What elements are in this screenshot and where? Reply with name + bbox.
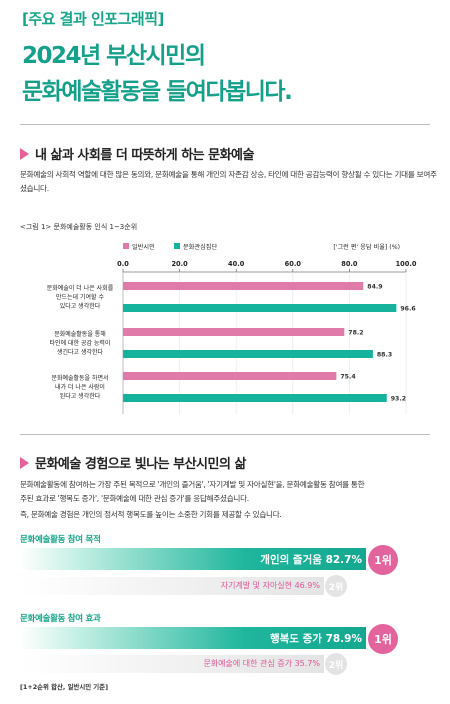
effect-first-bar bbox=[20, 627, 366, 649]
perception-chart: 일반시민 문화관심집단 ['그런 편' 응답 비율] (%) 0.0 20.0 40.0 6… bbox=[47, 243, 417, 414]
unit-note: ['그런 편' 응답 비율] (%) bbox=[333, 243, 400, 251]
category-label: 만드는데 기여할 수 bbox=[56, 293, 104, 301]
effect-second-bar bbox=[20, 655, 324, 673]
category-label: 있다고 생각한다 bbox=[60, 302, 101, 310]
x-tick-label: 20.0 bbox=[171, 260, 188, 268]
legend-swatch bbox=[174, 243, 180, 249]
bar-general bbox=[123, 282, 364, 290]
x-tick-label: 0.0 bbox=[117, 260, 129, 268]
header-tag: [주요 결과 인포그래픽] bbox=[22, 10, 164, 28]
x-tick-label: 40.0 bbox=[228, 260, 245, 268]
data-label: 88.3 bbox=[377, 352, 392, 359]
section2-body-line3: 즉, 문화예술 경험은 개인의 정서적 행복도를 높이는 소중한 기회를 제공할… bbox=[20, 510, 282, 519]
purpose-second-rank-badge: 2위 bbox=[325, 575, 347, 597]
category-label: 된다고 생각한다 bbox=[60, 392, 101, 400]
page-title-line1: 2024년 부산시민의 bbox=[22, 43, 206, 69]
effect-second-rank-badge: 2위 bbox=[325, 653, 347, 675]
bar-culture bbox=[123, 394, 387, 402]
section2-heading-text: 문화예술 경험으로 빛나는 부산시민의 삶 bbox=[35, 457, 246, 472]
purpose-first-bar bbox=[20, 548, 366, 570]
purpose-first-rank-badge: 1위 bbox=[368, 545, 398, 575]
bar-culture bbox=[123, 350, 373, 358]
purpose-second-bar bbox=[20, 577, 324, 595]
effect-title: 문화예술활동 참여 효과 bbox=[20, 614, 101, 624]
category-label: 내가 더 나은 사람이 bbox=[55, 383, 105, 391]
bar-general bbox=[123, 372, 337, 380]
data-label: 93.2 bbox=[391, 396, 406, 403]
footnote: [1+2순위 합산, 일반시민 기준] bbox=[20, 683, 108, 691]
section1-heading-text: 내 삶과 사회를 더 따뜻하게 하는 문화예술 bbox=[35, 148, 254, 163]
effect-second-label: 문화예술에 대한 관심 증가 35.7% bbox=[203, 659, 320, 668]
category-label: 문화예술이 더 나은 사회를 bbox=[47, 284, 114, 292]
data-label: 78.2 bbox=[348, 330, 363, 337]
page-title-line2: 문화예술활동을 들여다봅니다. bbox=[22, 79, 293, 105]
section2-heading: 문화예술 경험으로 빛나는 부산시민의 삶 bbox=[20, 453, 246, 472]
arrow-icon bbox=[20, 456, 29, 469]
data-label: 96.6 bbox=[400, 306, 415, 313]
effect-first-label: 행복도 증가 78.9% bbox=[269, 633, 362, 645]
bar-culture bbox=[123, 304, 397, 312]
section2-body-line1: 문화예술활동에 참여하는 가장 주된 목적으로 '개인의 즐거움', '자기계발… bbox=[20, 480, 365, 489]
data-label: 75.4 bbox=[340, 374, 356, 381]
x-tick-label: 100.0 bbox=[396, 260, 417, 268]
category-label: 타인에 대한 공감 능력이 bbox=[50, 339, 111, 347]
divider-2 bbox=[20, 434, 430, 435]
effect-first-rank-badge: 1위 bbox=[368, 624, 398, 654]
category-label: 생긴다고 생각한다 bbox=[57, 348, 104, 356]
category-label: 문화예술활동을 하면서 bbox=[51, 374, 108, 382]
section1-body: 문화예술의 사회적 역할에 대한 많은 동의와, 문화예술을 통해 개인의 자존… bbox=[20, 170, 437, 193]
divider bbox=[20, 124, 430, 125]
category-label: 문화예술활동을 통해 bbox=[54, 330, 106, 338]
x-tick-label: 60.0 bbox=[285, 260, 302, 268]
arrow-icon bbox=[20, 147, 29, 160]
figure-caption: <그림 1> 문화예술활동 인식 1~3순위 bbox=[20, 223, 138, 231]
legend-label: 문화관심집단 bbox=[183, 243, 217, 251]
data-label: 84.9 bbox=[367, 284, 382, 291]
purpose-title: 문화예술활동 참여 목적 bbox=[20, 535, 101, 545]
section2-body-line2: 주된 효과로 '행복도 증가', '문화예술에 대한 관심 증가'를 응답해주셨… bbox=[20, 494, 249, 503]
x-tick-label: 80.0 bbox=[341, 260, 358, 268]
bar-general bbox=[123, 328, 345, 336]
purpose-second-label: 자기계발 및 자아실현 46.9% bbox=[220, 581, 320, 590]
section1-heading: 내 삶과 사회를 더 따뜻하게 하는 문화예술 bbox=[20, 144, 254, 163]
legend-swatch bbox=[123, 243, 129, 249]
legend-label: 일반시민 bbox=[132, 243, 155, 251]
purpose-first-label: 개인의 즐거움 82.7% bbox=[260, 554, 362, 566]
